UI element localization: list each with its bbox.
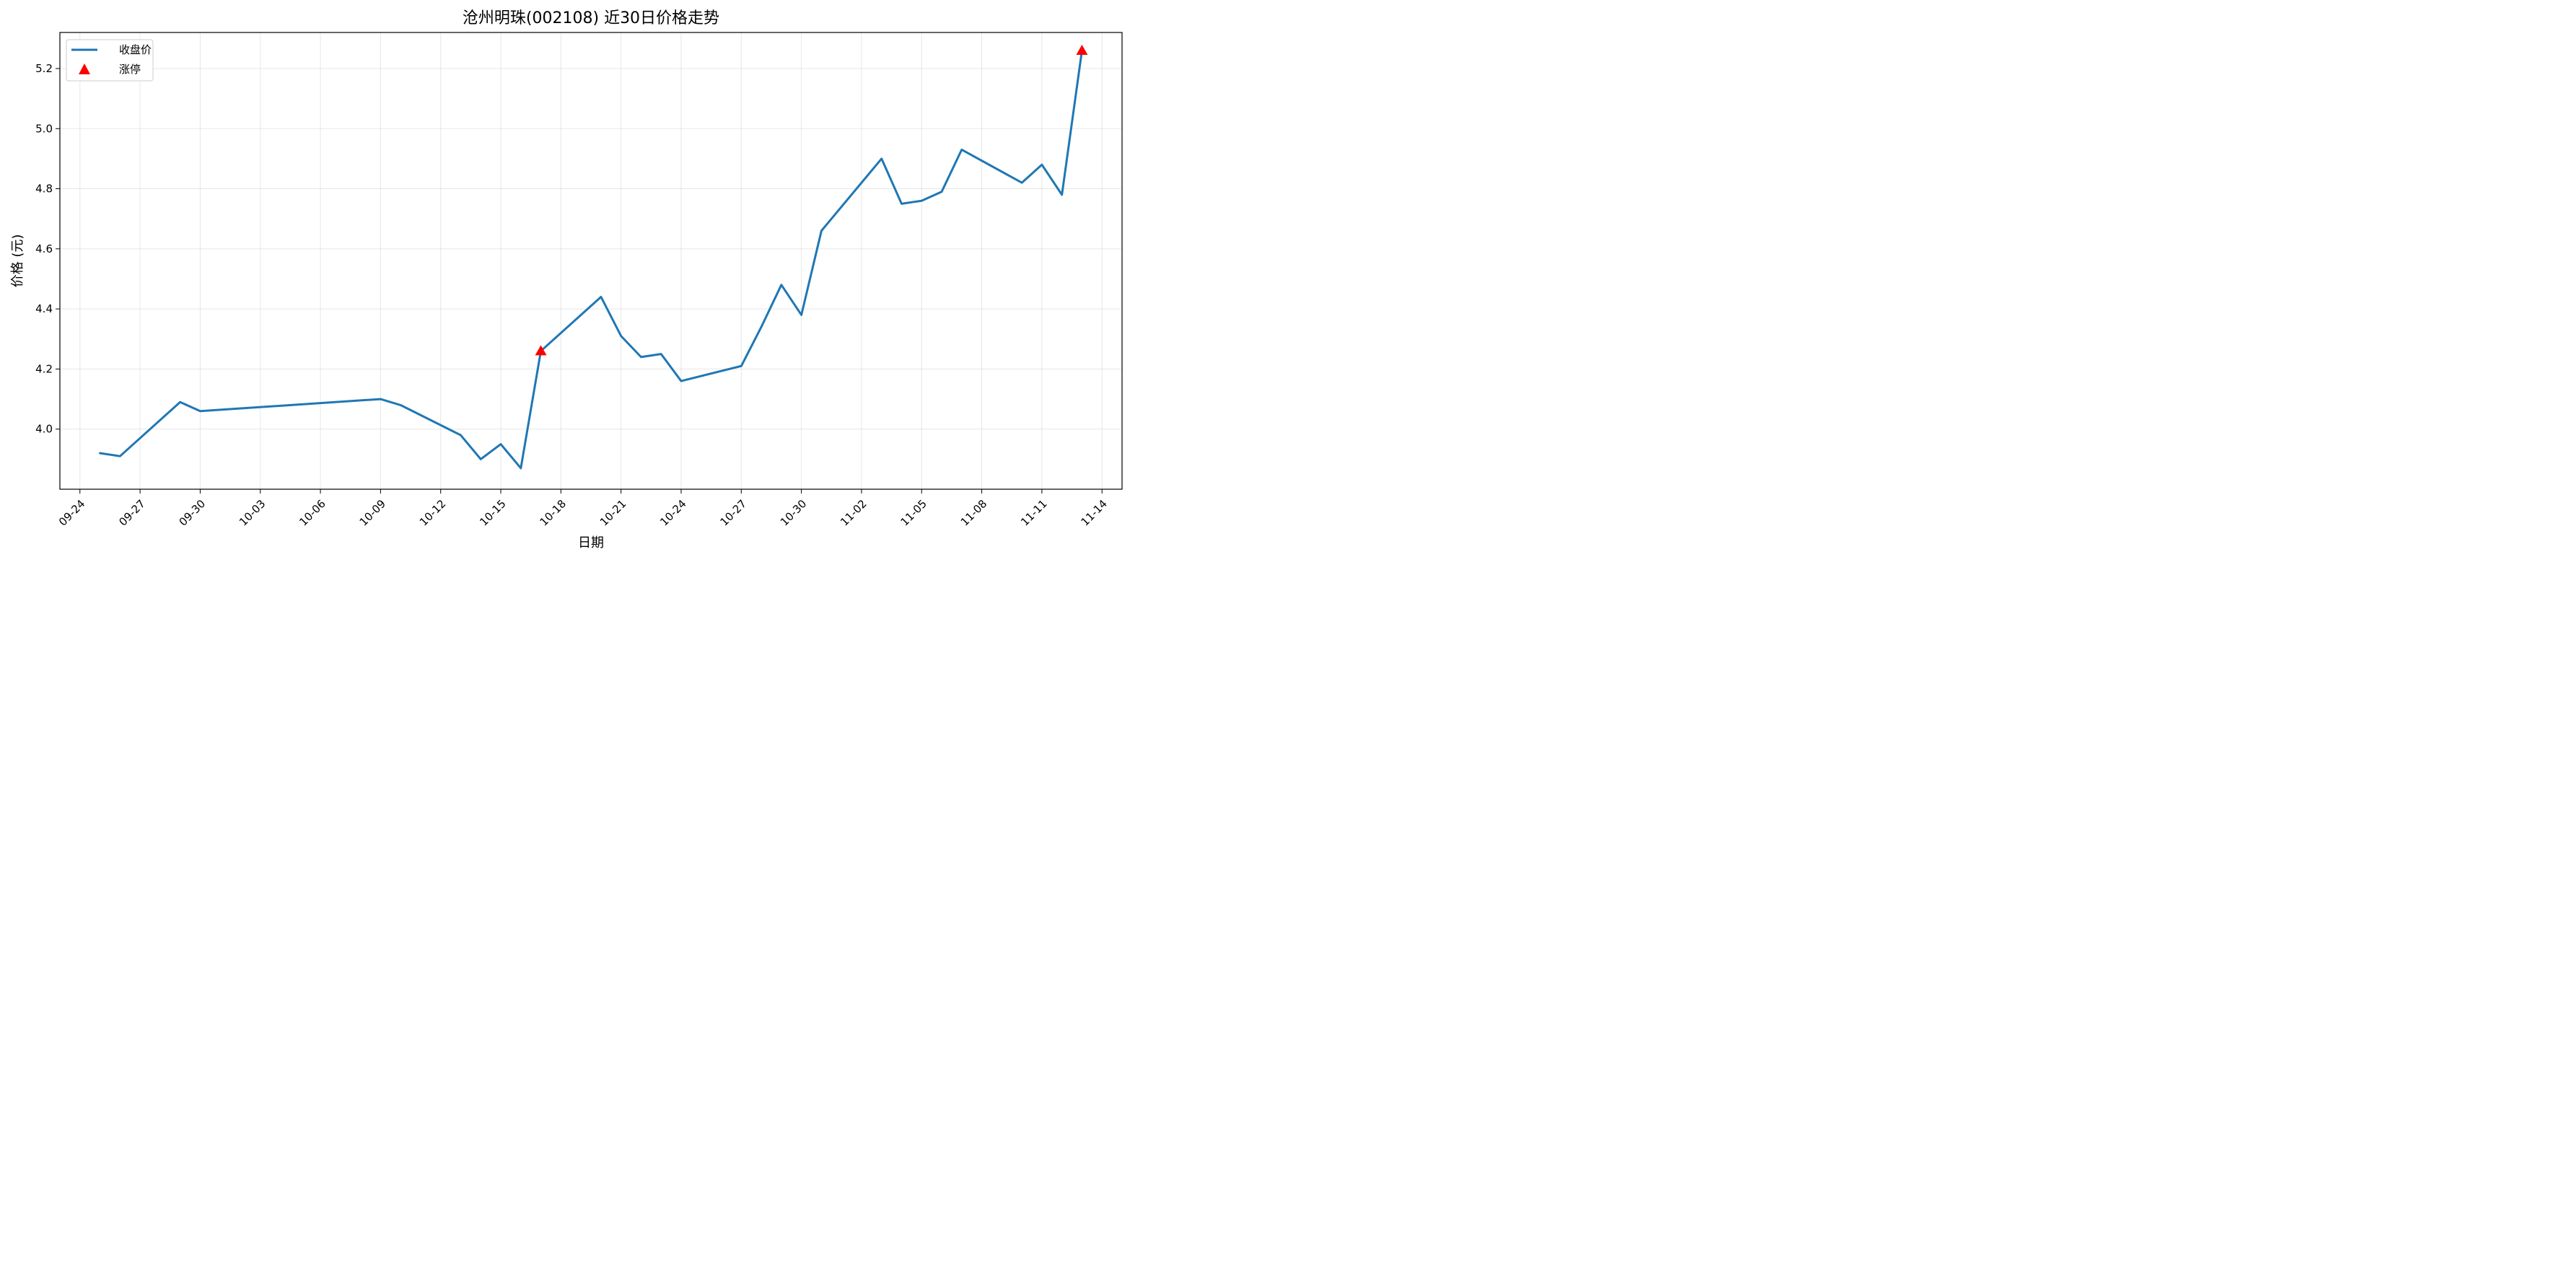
x-axis-label: 日期 — [578, 535, 604, 551]
legend: 收盘价 涨停 — [66, 39, 154, 82]
close-price-point — [1020, 181, 1023, 184]
chart-background — [0, 0, 1133, 563]
close-price-point — [198, 410, 201, 413]
close-price-line — [99, 49, 1083, 470]
price-chart: 09-24 09-27 09-30 10-03 10-06 10-09 10-12 10-15… — [0, 0, 1133, 563]
close-price-point — [1061, 193, 1064, 196]
chart-title: 沧州明珠(002108) 近30日价格走势 — [463, 9, 719, 27]
close-price-point — [800, 313, 803, 316]
close-price-point — [740, 364, 742, 367]
close-price-point — [179, 400, 182, 403]
y-tick-label: 4.6 — [35, 242, 53, 255]
close-price-point — [960, 148, 963, 151]
limit-up-marker — [535, 345, 547, 356]
close-price-point — [1041, 163, 1043, 166]
legend-label-limit-up: 涨停 — [119, 63, 141, 76]
close-price-point — [780, 284, 783, 286]
y-tick-label: 5.2 — [35, 62, 53, 75]
chart-container: 09-24 09-27 09-30 10-03 10-06 10-09 10-12 10-15… — [0, 0, 1133, 563]
y-tick-label: 4.4 — [35, 302, 53, 315]
close-price-point — [900, 202, 903, 205]
close-price-point — [399, 403, 402, 406]
legend-label-close: 收盘价 — [119, 43, 152, 56]
close-price-point — [920, 199, 923, 202]
close-price-point — [499, 443, 502, 446]
close-price-point — [479, 457, 482, 460]
close-price-point — [639, 356, 642, 359]
close-price-point — [820, 229, 823, 232]
y-axis-label: 价格 (元) — [10, 235, 25, 288]
close-price-point — [459, 434, 462, 437]
y-axis: 4.0 4.2 4.4 4.6 4.8 5.0 5.2 — [35, 62, 60, 436]
y-tick-label: 4.0 — [35, 423, 53, 436]
grid — [60, 32, 1122, 489]
close-price-point — [520, 467, 522, 470]
close-price-point — [600, 295, 603, 298]
close-price-point — [680, 380, 683, 382]
close-price-point — [940, 190, 943, 193]
y-tick-label: 5.0 — [35, 122, 53, 135]
plot-frame — [59, 32, 1123, 490]
y-tick-label: 4.8 — [35, 183, 53, 196]
close-price-point — [660, 353, 662, 356]
y-tick-label: 4.2 — [35, 362, 53, 375]
close-price-point — [118, 455, 121, 457]
close-price-point — [880, 157, 883, 160]
legend-triangle-icon — [79, 63, 90, 74]
close-price-point — [379, 398, 382, 400]
close-price-point — [99, 452, 102, 455]
limit-up-marker — [1076, 44, 1088, 55]
series-layer — [99, 44, 1088, 470]
close-price-point — [760, 325, 763, 328]
close-price-point — [620, 335, 623, 338]
